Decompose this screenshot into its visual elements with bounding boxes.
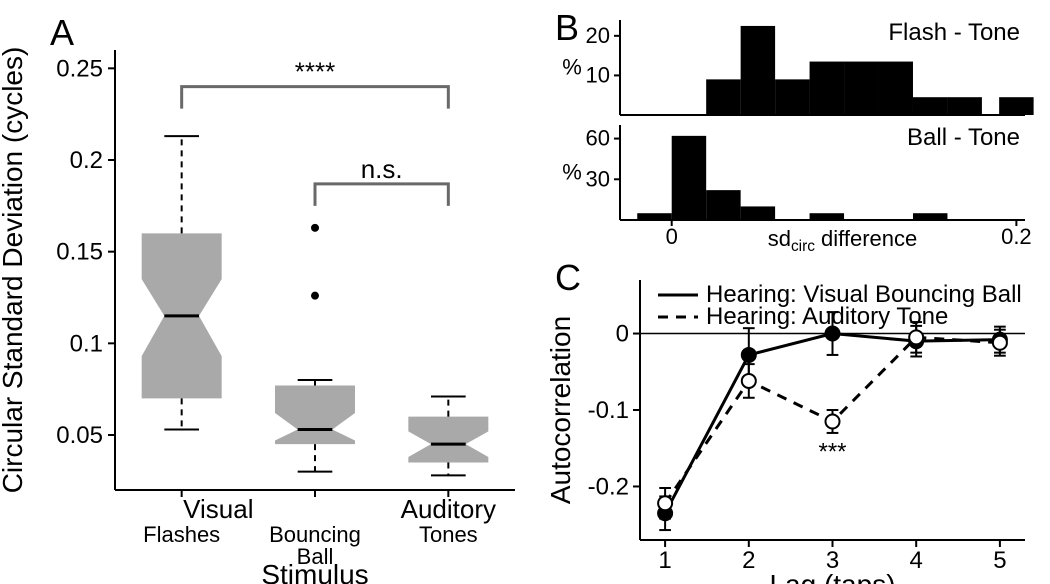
panel-a-xlabel: Stimulus [261,559,368,584]
xcat-auditory: Auditory [401,494,496,524]
panel-a-label: A [50,12,74,53]
ytick-label: -0.2 [588,473,629,500]
hist-ytick-label: 60 [586,126,610,151]
panel-b-label: B [555,7,579,48]
series-marker [909,330,923,344]
sig-bracket [182,87,449,109]
series-marker [742,348,756,362]
boxplot-box [408,417,488,463]
xtick-label: 5 [993,547,1006,574]
boxplot-box [275,386,355,445]
hist-bar [775,79,809,115]
hist-bar [637,213,671,220]
hist-bar [947,97,981,115]
hist-bar [810,213,844,220]
outlier [311,292,319,300]
sig-bracket [315,184,448,206]
series-marker [993,336,1007,350]
panel-c-ylabel: Autocorrelation [545,316,576,504]
ytick-label: 0.1 [70,330,103,357]
hist-bar [913,97,947,115]
ytick-label: 0.05 [56,422,103,449]
series-marker [826,414,840,428]
outlier [311,224,319,232]
sig-stars: *** [818,439,846,466]
xtick-label: 4 [910,547,923,574]
hist-yaxis-label: % [562,55,582,80]
hist-bar [706,190,740,220]
sig-label: **** [295,57,335,87]
xtick-label: 2 [742,547,755,574]
xcat-visual: Visual [183,494,253,524]
hist-bar [913,213,947,220]
hist-xtick-label: 0 [666,224,678,249]
xcat-flashes: Flashes [143,522,220,547]
legend-label: Hearing: Auditory Tone [706,303,948,330]
sig-label: n.s. [361,154,403,184]
hist-xlabel: sdcirc difference [768,226,918,255]
panel-c-label: C [555,257,581,298]
ytick-label: 0.25 [56,55,103,82]
hist-xtick-label: 0.2 [1001,224,1032,249]
ytick-label: 0.2 [70,147,103,174]
ytick-label: -0.1 [588,397,629,424]
series-marker [742,374,756,388]
hist-title: Flash - Tone [888,19,1020,46]
hist-ytick-label: 10 [586,62,610,87]
figure: A0.050.10.150.20.25Circular Standard Dev… [0,0,1050,584]
hist-bar [999,97,1033,115]
ytick-label: 0 [616,321,629,348]
ytick-label: 0.15 [56,239,103,266]
hist-bar [810,62,844,115]
xtick-label: 1 [658,547,671,574]
hist-ytick-label: 30 [586,166,610,191]
hist-yaxis-label: % [562,160,582,185]
xcat-tones: Tones [419,522,478,547]
hist-bar [741,206,775,220]
hist-bar [741,26,775,115]
hist-bar [844,62,878,115]
panel-a-ylabel: Circular Standard Deviation (cycles) [0,47,28,494]
panel-c-xlabel: Lag (taps) [769,569,895,584]
hist-title: Ball - Tone [907,124,1020,151]
hist-bar [706,79,740,115]
hist-bar [672,136,706,220]
hist-bar [879,62,913,115]
hist-ytick-label: 20 [586,23,610,48]
series-marker [658,496,672,510]
